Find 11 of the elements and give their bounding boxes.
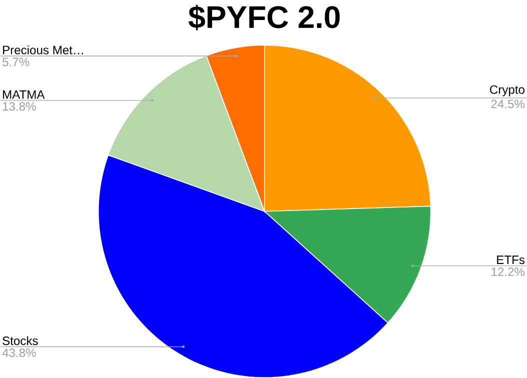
- data-label: 43.8%: [2, 348, 36, 358]
- chart-title: $PYFC 2.0: [188, 4, 340, 30]
- slice-label: ETFs: [497, 256, 525, 264]
- data-label: 13.8%: [2, 102, 36, 111]
- slice-label: Precious Met…: [3, 45, 83, 54]
- slice-label: MATMA: [3, 90, 45, 99]
- slice-label: Crypto: [490, 85, 524, 96]
- data-label: 24.5%: [491, 100, 525, 108]
- data-label: 5.7%: [2, 58, 30, 66]
- slice-label: Stocks: [2, 336, 38, 346]
- data-label: 12.2%: [492, 268, 525, 276]
